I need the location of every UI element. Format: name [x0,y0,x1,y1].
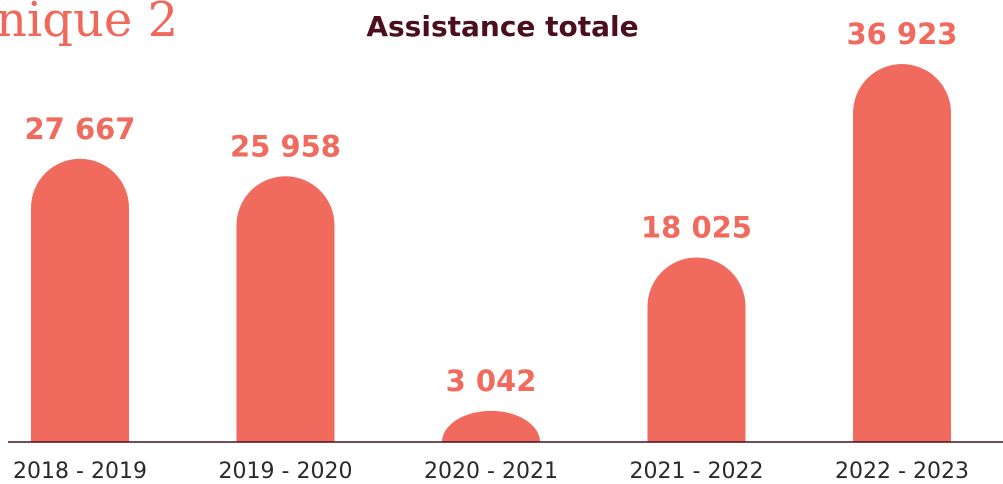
chart-title: Assistance totale [366,10,639,43]
bar-2021-2022 [647,257,746,442]
figure-heading-fragment: nique 2 [0,0,179,48]
value-label: 3 042 [446,364,537,398]
x-tick-label: 2019 - 2020 [219,459,353,484]
value-label: 25 958 [230,129,341,163]
x-tick-label: 2022 - 2023 [835,459,969,484]
value-label: 18 025 [641,210,752,244]
bar-2020-2021 [441,410,540,442]
x-tick-label: 2020 - 2021 [424,459,558,484]
x-tick-label: 2018 - 2019 [13,459,147,484]
value-label: 36 923 [847,17,958,51]
bars-layer [31,64,951,443]
bar-2018-2019 [31,158,129,443]
value-label: 27 667 [25,112,136,146]
bar-2019-2020 [236,176,335,442]
bar-2022-2023 [853,64,951,442]
value-labels-layer: 27 667 25 958 3 042 18 025 36 923 [25,17,958,398]
x-tick-label: 2021 - 2022 [630,459,764,484]
x-axis-tick-labels: 2018 - 2019 2019 - 2020 2020 - 2021 2021 - … [13,459,969,484]
